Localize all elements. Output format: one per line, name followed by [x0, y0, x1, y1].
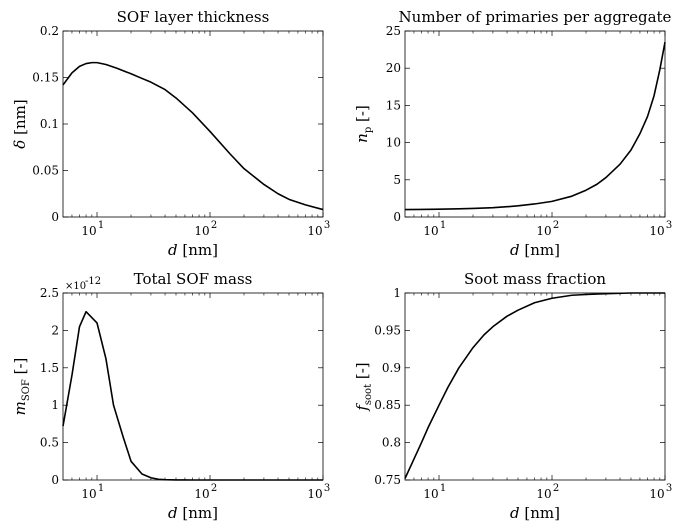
- y-multiplier: ×10: [65, 281, 86, 292]
- x-axis-unit: [nm]: [520, 504, 560, 522]
- chart-title: Number of primaries per aggregate: [399, 8, 672, 26]
- y-axis-unit: [-]: [353, 362, 371, 384]
- y-tick-label: 0.8: [382, 436, 401, 450]
- x-tick-exponent: 2: [211, 483, 217, 494]
- axes-box: [404, 292, 666, 481]
- x-tick-label: 10: [81, 487, 96, 501]
- x-tick-label: 10: [194, 487, 209, 501]
- chart-title: Soot mass fraction: [464, 270, 606, 288]
- y-multiplier-exponent: -12: [85, 276, 101, 287]
- x-tick-exponent: 2: [553, 220, 559, 231]
- y-axis-unit: [nm]: [11, 99, 29, 139]
- y-tick-label: 0.5: [40, 436, 59, 450]
- y-axis-subscript: p: [363, 127, 374, 133]
- series-line-0: [62, 310, 323, 481]
- x-axis-label: d [nm]: [168, 504, 218, 522]
- y-axis-symbol: n: [353, 133, 371, 143]
- x-tick-exponent: 3: [666, 220, 672, 231]
- y-tick-label: 0.75: [374, 473, 401, 487]
- y-axis-symbol: m: [11, 401, 29, 415]
- series-line-0: [404, 42, 666, 211]
- x-tick-exponent: 1: [440, 220, 446, 231]
- y-axis-symbol: δ: [11, 140, 29, 149]
- y-tick-label: 0: [393, 210, 401, 224]
- y-tick-label: 0.95: [374, 323, 401, 337]
- y-axis-unit: [-]: [11, 358, 29, 380]
- y-axis-label: mSOF [-]: [11, 358, 32, 416]
- x-tick-exponent: 3: [324, 220, 330, 231]
- y-tick-label: 0.2: [40, 24, 59, 38]
- chart-title: Total SOF mass: [134, 270, 253, 288]
- y-tick-label: 0.05: [32, 164, 59, 178]
- x-tick-label: 10: [649, 224, 664, 238]
- x-tick-label: 10: [649, 487, 664, 501]
- series-line-0: [404, 292, 665, 479]
- x-axis-label: d [nm]: [510, 241, 560, 259]
- series-line-0: [62, 61, 324, 211]
- x-tick-label: 10: [81, 224, 96, 238]
- y-axis-label: fsoot [-]: [353, 362, 374, 411]
- axes-box: [404, 30, 666, 218]
- y-axis-subscript: SOF: [21, 379, 32, 401]
- x-tick-exponent: 1: [98, 483, 104, 494]
- x-tick-exponent: 1: [98, 220, 104, 231]
- x-tick-label: 10: [536, 487, 551, 501]
- x-axis-symbol: d: [168, 504, 178, 522]
- y-tick-label: 15: [386, 98, 401, 112]
- y-axis-unit: [-]: [353, 105, 371, 127]
- x-tick-exponent: 2: [211, 220, 217, 231]
- x-axis-symbol: d: [510, 241, 520, 259]
- x-axis-unit: [nm]: [178, 504, 218, 522]
- y-tick-label: 0.85: [374, 398, 401, 412]
- y-tick-label: 1.5: [40, 361, 59, 375]
- x-axis-label: d [nm]: [168, 241, 218, 259]
- y-tick-label: 0.9: [382, 361, 401, 375]
- chart-title: SOF layer thickness: [117, 8, 270, 26]
- y-tick-label: 0: [51, 210, 59, 224]
- y-tick-label: 20: [386, 61, 401, 75]
- y-tick-label: 1: [51, 398, 59, 412]
- y-tick-label: 5: [393, 173, 401, 187]
- y-tick-label: 1: [393, 286, 401, 300]
- x-tick-label: 10: [423, 487, 438, 501]
- x-axis-symbol: d: [168, 241, 178, 259]
- x-tick-label: 10: [194, 224, 209, 238]
- y-tick-label: 10: [386, 136, 401, 150]
- x-axis-unit: [nm]: [178, 241, 218, 259]
- x-axis-label: d [nm]: [510, 504, 560, 522]
- y-tick-label: 0.15: [32, 71, 59, 85]
- y-tick-label: 2.5: [40, 286, 59, 300]
- axes-box: [62, 30, 324, 218]
- y-axis-label: np [-]: [353, 105, 374, 143]
- y-axis-subscript: soot: [363, 384, 374, 405]
- y-tick-label: 0.1: [40, 117, 59, 131]
- axes-box: [62, 292, 324, 481]
- y-axis-symbol: f: [353, 403, 371, 412]
- x-axis-symbol: d: [510, 504, 520, 522]
- y-tick-label: 25: [386, 24, 401, 38]
- x-tick-label: 10: [307, 224, 322, 238]
- x-tick-label: 10: [423, 224, 438, 238]
- x-tick-label: 10: [536, 224, 551, 238]
- x-tick-label: 10: [307, 487, 322, 501]
- x-tick-exponent: 3: [324, 483, 330, 494]
- x-axis-unit: [nm]: [520, 241, 560, 259]
- y-tick-label: 0: [51, 473, 59, 487]
- x-tick-exponent: 3: [666, 483, 672, 494]
- y-tick-label: 2: [51, 323, 59, 337]
- x-tick-exponent: 2: [553, 483, 559, 494]
- x-tick-exponent: 1: [440, 483, 446, 494]
- y-axis-label: δ [nm]: [11, 99, 29, 148]
